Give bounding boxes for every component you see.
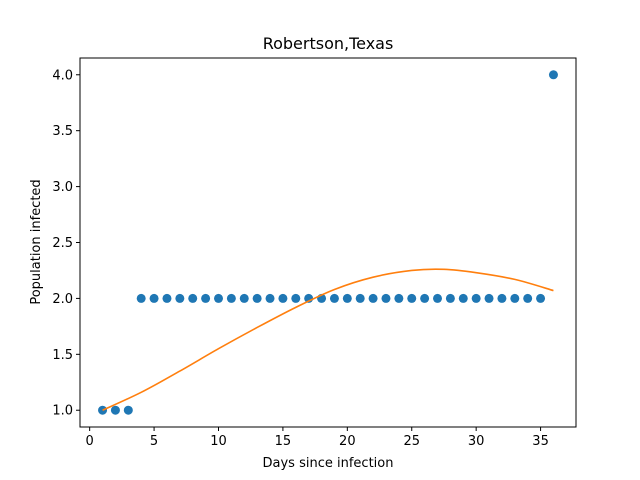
- y-axis-title: Population infected: [29, 179, 44, 304]
- x-tick-label: 0: [86, 434, 94, 449]
- scatter-point: [368, 293, 378, 303]
- scatter-point: [123, 405, 133, 415]
- x-tick-label: 35: [532, 434, 549, 449]
- scatter-point: [445, 293, 455, 303]
- scatter-point: [239, 293, 249, 303]
- scatter-point: [510, 293, 520, 303]
- y-tick-label: 2.5: [52, 236, 73, 251]
- scatter-point: [213, 293, 223, 303]
- y-tick-label: 2.0: [52, 292, 73, 307]
- scatter-point: [252, 293, 262, 303]
- fit-line: [102, 268, 554, 411]
- scatter-point: [484, 293, 494, 303]
- scatter-point: [149, 293, 159, 303]
- y-tick-label: 1.5: [52, 348, 73, 363]
- scatter-point: [110, 405, 120, 415]
- scatter-point: [265, 293, 275, 303]
- scatter-point: [291, 293, 301, 303]
- scatter-point: [162, 293, 172, 303]
- scatter-point: [381, 293, 391, 303]
- scatter-point: [458, 293, 468, 303]
- scatter-point: [188, 293, 198, 303]
- x-tick-label: 20: [339, 434, 356, 449]
- plot-frame: [79, 57, 577, 428]
- scatter-point: [278, 293, 288, 303]
- scatter-point: [329, 293, 339, 303]
- scatter-point: [355, 293, 365, 303]
- scatter-point: [548, 70, 558, 80]
- scatter-point: [523, 293, 533, 303]
- x-axis-title: Days since infection: [263, 456, 394, 471]
- scatter-point: [471, 293, 481, 303]
- chart-title: Robertson,Texas: [263, 34, 394, 53]
- scatter-point: [342, 293, 352, 303]
- scatter-point: [407, 293, 417, 303]
- scatter-point: [226, 293, 236, 303]
- scatter-point: [433, 293, 443, 303]
- y-tick-label: 4.0: [52, 68, 73, 83]
- plot-area: 0 5 10 15 20 25 30 35 1.0 1.5 2.0 2.5 3.0 3.5 4.0: [52, 57, 577, 449]
- x-tick-label: 15: [275, 434, 292, 449]
- scatter-point: [497, 293, 507, 303]
- scatter-point: [136, 293, 146, 303]
- x-tick-label: 10: [210, 434, 227, 449]
- scatter-point: [420, 293, 430, 303]
- scatter-point: [394, 293, 404, 303]
- y-tick-label: 1.0: [52, 404, 73, 419]
- scatter-point: [175, 293, 185, 303]
- scatter-point: [201, 293, 211, 303]
- x-tick-label: 5: [150, 434, 158, 449]
- x-tick-label: 30: [468, 434, 485, 449]
- y-tick-label: 3.5: [52, 124, 73, 139]
- x-tick-label: 25: [403, 434, 420, 449]
- y-tick-label: 3.0: [52, 180, 73, 195]
- scatter-point: [536, 293, 546, 303]
